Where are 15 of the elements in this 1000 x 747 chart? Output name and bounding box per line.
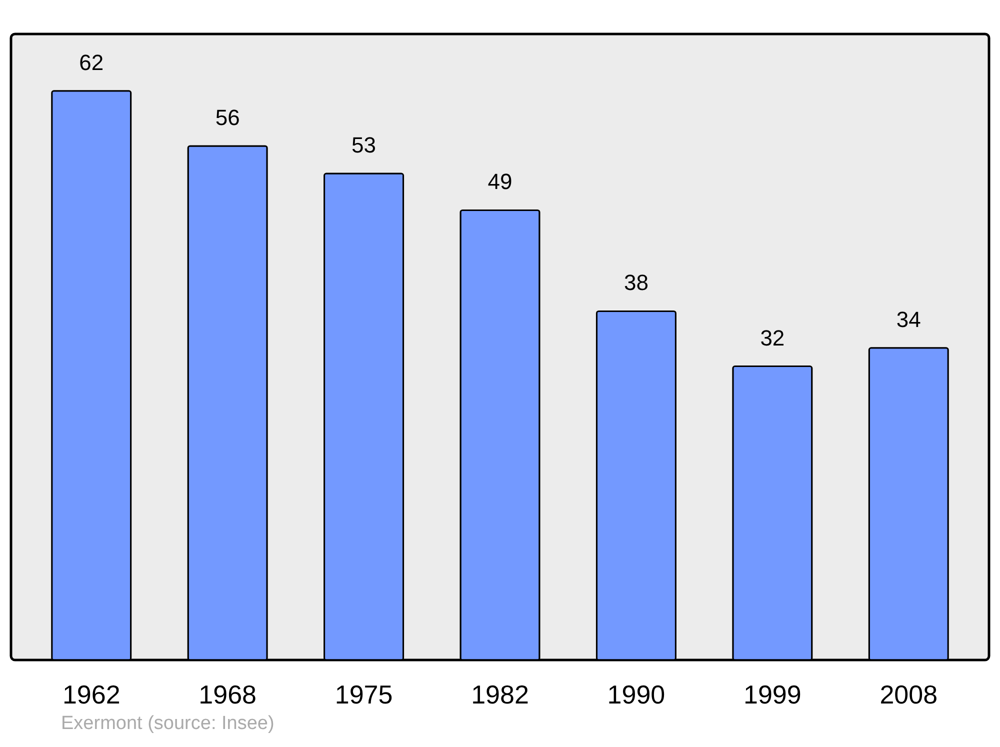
- x-tick-label: 1999: [744, 680, 802, 710]
- data-label: 38: [624, 270, 648, 296]
- x-tick-label: 2008: [880, 680, 938, 710]
- x-tick-label: 1990: [607, 680, 666, 710]
- data-label: 53: [352, 132, 376, 158]
- text: Exermont (source: Insee): [61, 713, 274, 734]
- data-label: 34: [896, 306, 921, 332]
- data-label: 49: [488, 169, 512, 194]
- data-label: 56: [215, 104, 240, 130]
- data-label: 62: [79, 50, 104, 75]
- x-tick-label: 1982: [471, 680, 529, 710]
- data-label: 32: [760, 325, 785, 350]
- x-tick-label: 1962: [62, 680, 120, 710]
- x-tick-label: 1968: [198, 680, 256, 710]
- x-tick-label: 1975: [334, 680, 393, 710]
